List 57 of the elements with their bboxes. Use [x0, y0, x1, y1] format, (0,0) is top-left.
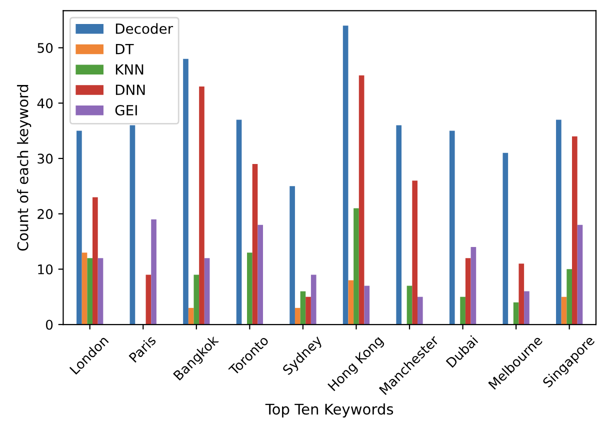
bar: [300, 291, 306, 325]
y-axis-title: Count of each keyword: [17, 85, 32, 251]
bar: [358, 75, 364, 325]
bar: [572, 136, 578, 325]
bar: [577, 224, 583, 325]
bar: [460, 296, 466, 325]
bar: [556, 120, 562, 325]
bar: [130, 125, 136, 325]
bar: [396, 125, 402, 325]
bar: [524, 291, 530, 325]
y-tick-label: 40: [37, 98, 53, 108]
bar: [561, 296, 567, 325]
bar: [412, 180, 418, 325]
bar: [199, 86, 204, 325]
bar: [204, 258, 210, 325]
legend-label: KNN: [116, 64, 144, 74]
bar: [566, 269, 572, 325]
bar: [87, 258, 93, 325]
y-tick-label: 30: [38, 154, 53, 164]
bar: [146, 274, 152, 325]
y-tick-label: 20: [38, 209, 53, 220]
bar: [465, 258, 471, 325]
bar: [470, 247, 476, 325]
bar: [342, 26, 348, 325]
bar: [151, 219, 156, 325]
bar: [513, 302, 519, 325]
bar: [310, 274, 316, 325]
y-tick-label: 0: [46, 320, 53, 330]
bar: [354, 208, 359, 325]
x-axis-title: Top Ten Keywords: [265, 403, 394, 418]
y-tick-label: 50: [38, 42, 53, 53]
bar: [194, 274, 200, 325]
legend-label: Decoder: [116, 23, 174, 34]
y-tick-label: 10: [38, 264, 53, 274]
bar: [502, 152, 508, 325]
bar: [364, 286, 370, 325]
bar: [247, 252, 252, 325]
bar: [294, 308, 300, 325]
bar: [188, 308, 194, 325]
bar: [348, 280, 354, 325]
legend-label: GEI: [115, 104, 137, 116]
bar: [236, 120, 242, 325]
bar: [183, 58, 188, 325]
bar: [406, 286, 412, 325]
legend-label: DT: [116, 44, 134, 54]
bar: [306, 296, 311, 325]
bar: [418, 296, 423, 325]
bar: [98, 258, 104, 325]
bar: [449, 130, 455, 325]
bar: [518, 264, 524, 325]
bar: [76, 130, 82, 325]
legend-label: DNN: [116, 84, 145, 95]
bar: [258, 224, 263, 325]
bar: [252, 164, 258, 325]
bar: [290, 186, 295, 325]
bar: [92, 197, 98, 325]
bar: [82, 252, 88, 325]
